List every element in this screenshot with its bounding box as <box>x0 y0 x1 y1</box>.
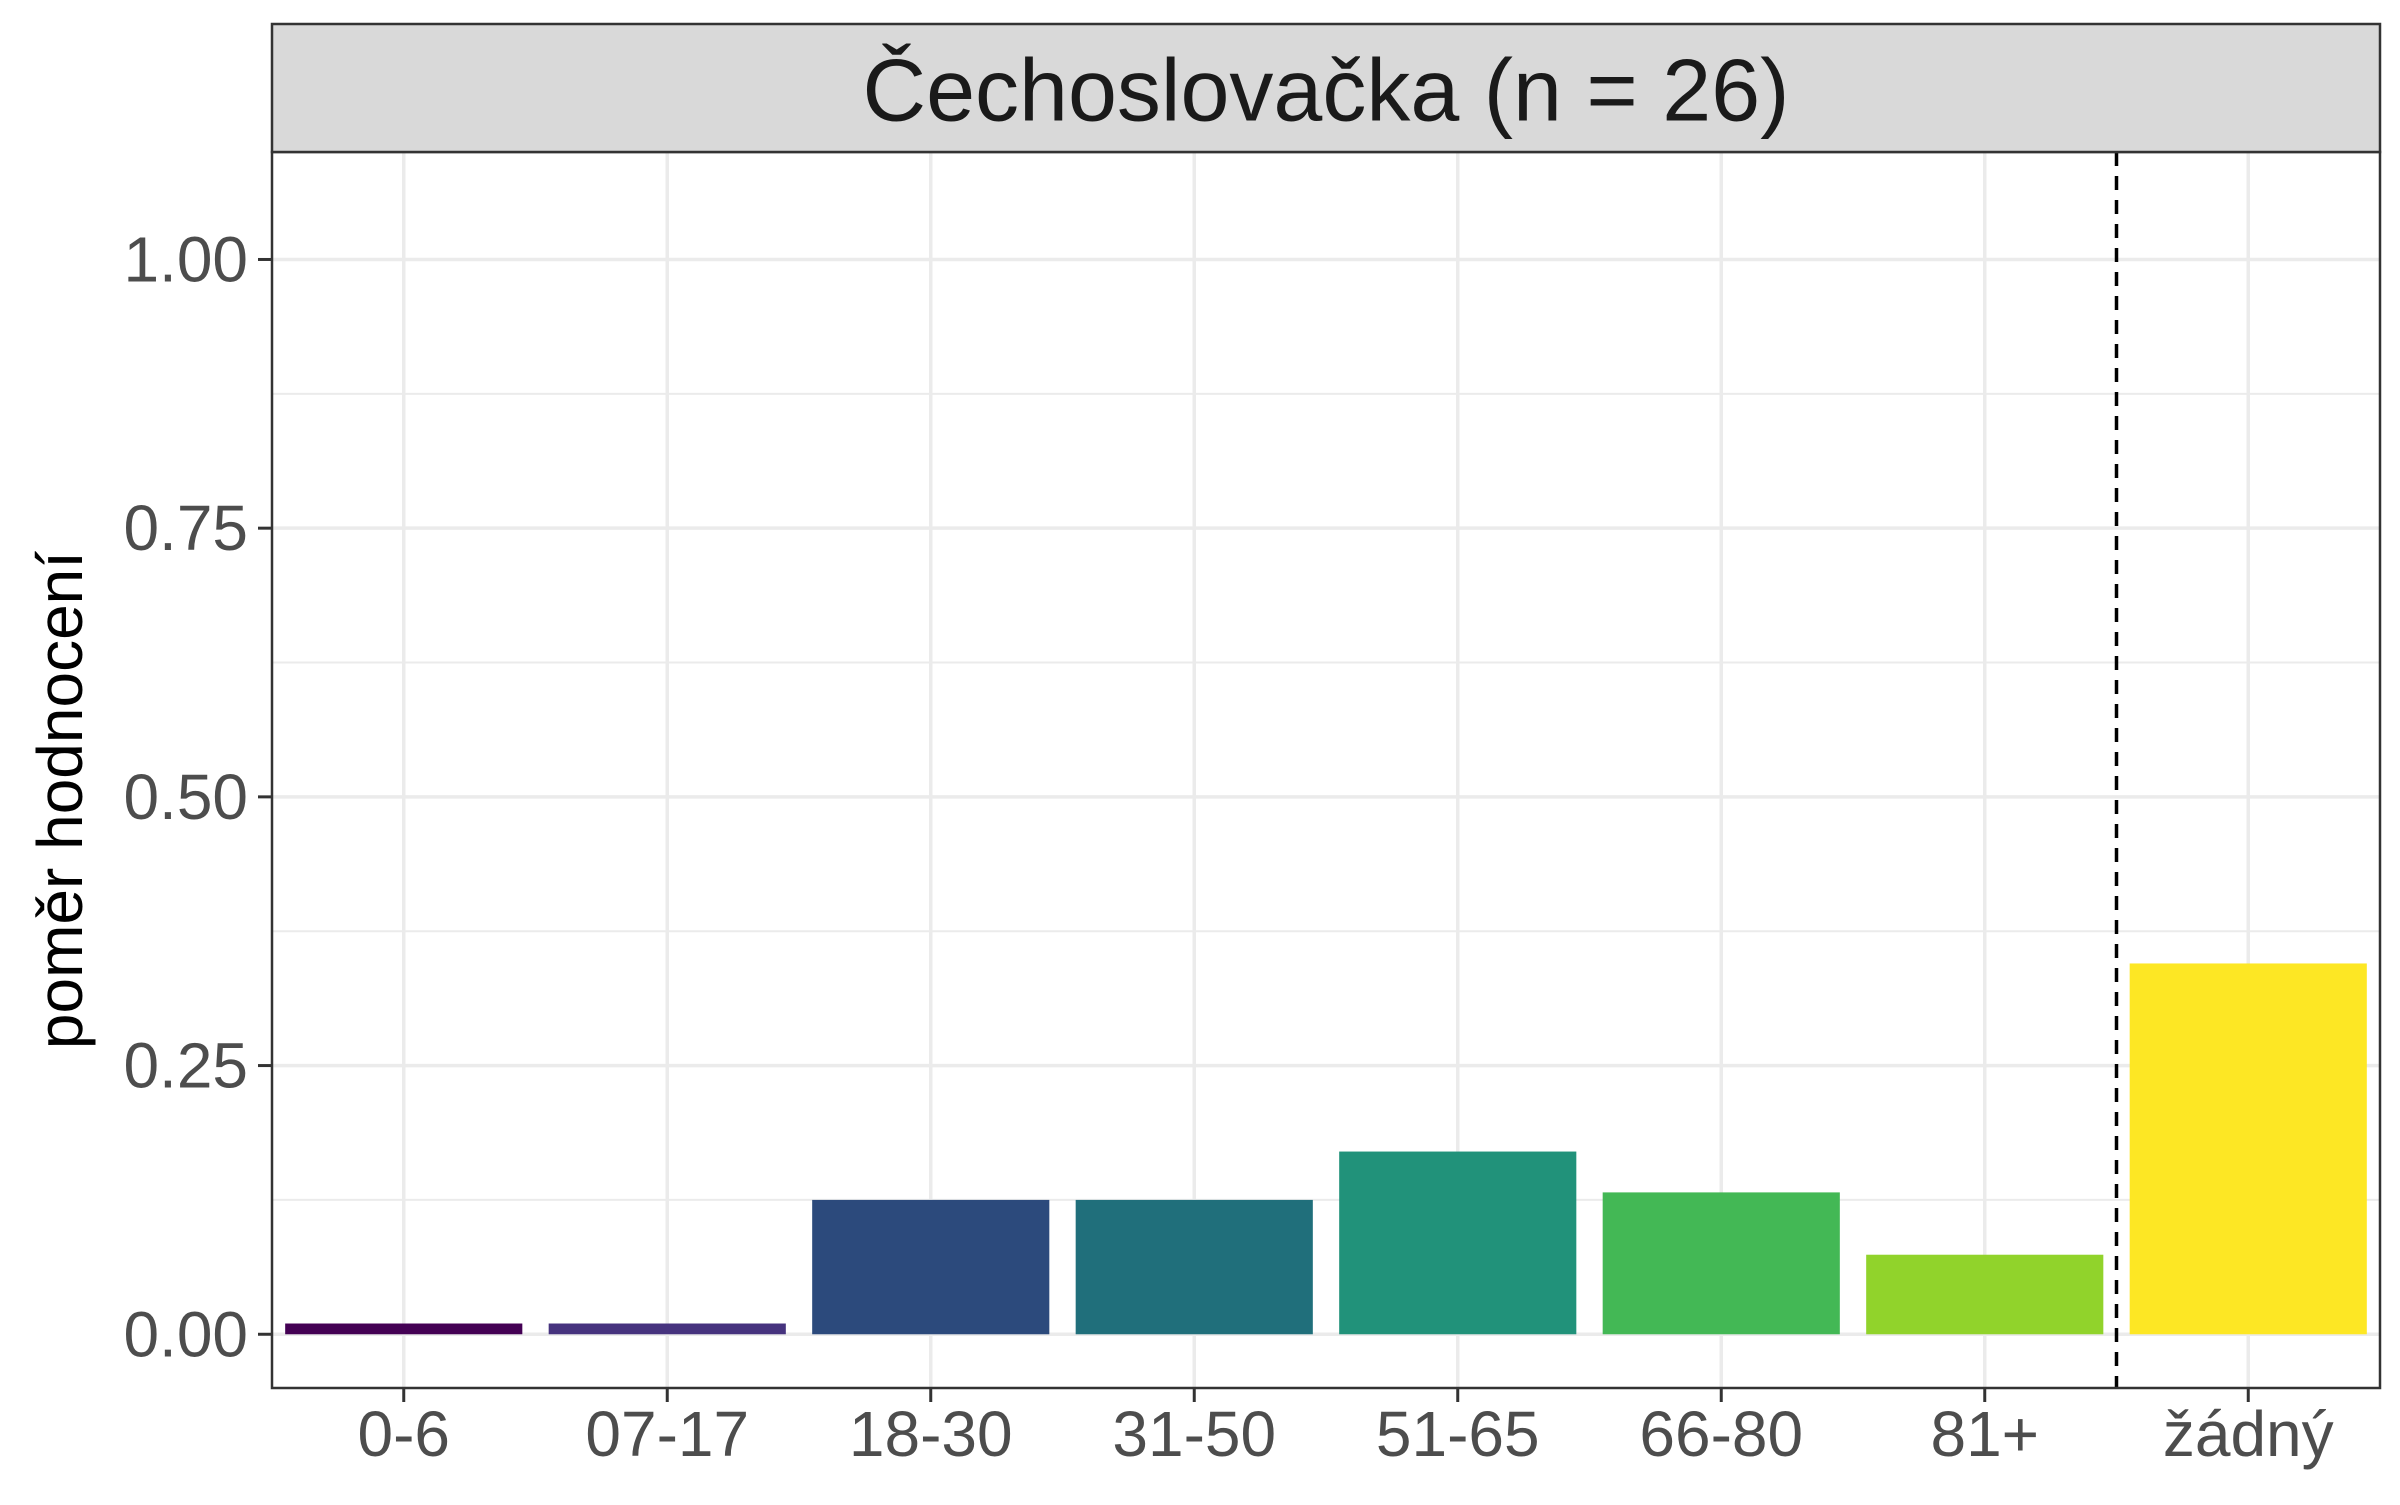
y-tick-label: 0.25 <box>123 1030 248 1102</box>
y-axis-label: poměr hodnocení <box>24 551 96 1049</box>
facet-strip <box>270 22 2382 154</box>
y-axis: 0.00 0.25 0.50 0.75 1.00 <box>123 223 272 1370</box>
y-tick-label: 0.50 <box>123 761 248 833</box>
y-tick-label: 1.00 <box>123 223 248 295</box>
x-axis: 0-6 07-17 18-30 31-50 51-65 66-80 81+ žádný <box>358 1388 2334 1470</box>
bar-31-50 <box>1075 1199 1313 1335</box>
x-tick-label: 0-6 <box>358 1398 451 1470</box>
x-tick-label: 81+ <box>1930 1398 2039 1470</box>
bar-žádný <box>2129 963 2367 1335</box>
bar-51-65 <box>1339 1151 1577 1335</box>
bars <box>285 963 2367 1335</box>
x-tick-label: 66-80 <box>1639 1398 1803 1470</box>
bar-66-80 <box>1602 1192 1840 1335</box>
x-tick-label: 51-65 <box>1376 1398 1540 1470</box>
chart-title: Čechoslovačka (n = 26) <box>863 41 1790 140</box>
bar-07-17 <box>548 1323 786 1335</box>
x-tick-label: 31-50 <box>1112 1398 1276 1470</box>
y-tick-label: 0.75 <box>123 492 248 564</box>
x-tick-label: žádný <box>2163 1398 2334 1470</box>
plot-panel <box>272 152 2380 1388</box>
bar-0-6 <box>285 1323 523 1335</box>
y-tick-label: 0.00 <box>123 1298 248 1370</box>
x-tick-label: 18-30 <box>849 1398 1013 1470</box>
x-tick-label: 07-17 <box>585 1398 749 1470</box>
bar-81+ <box>1866 1254 2104 1335</box>
bar-18-30 <box>812 1199 1050 1335</box>
minor-gridlines <box>272 392 2380 1201</box>
